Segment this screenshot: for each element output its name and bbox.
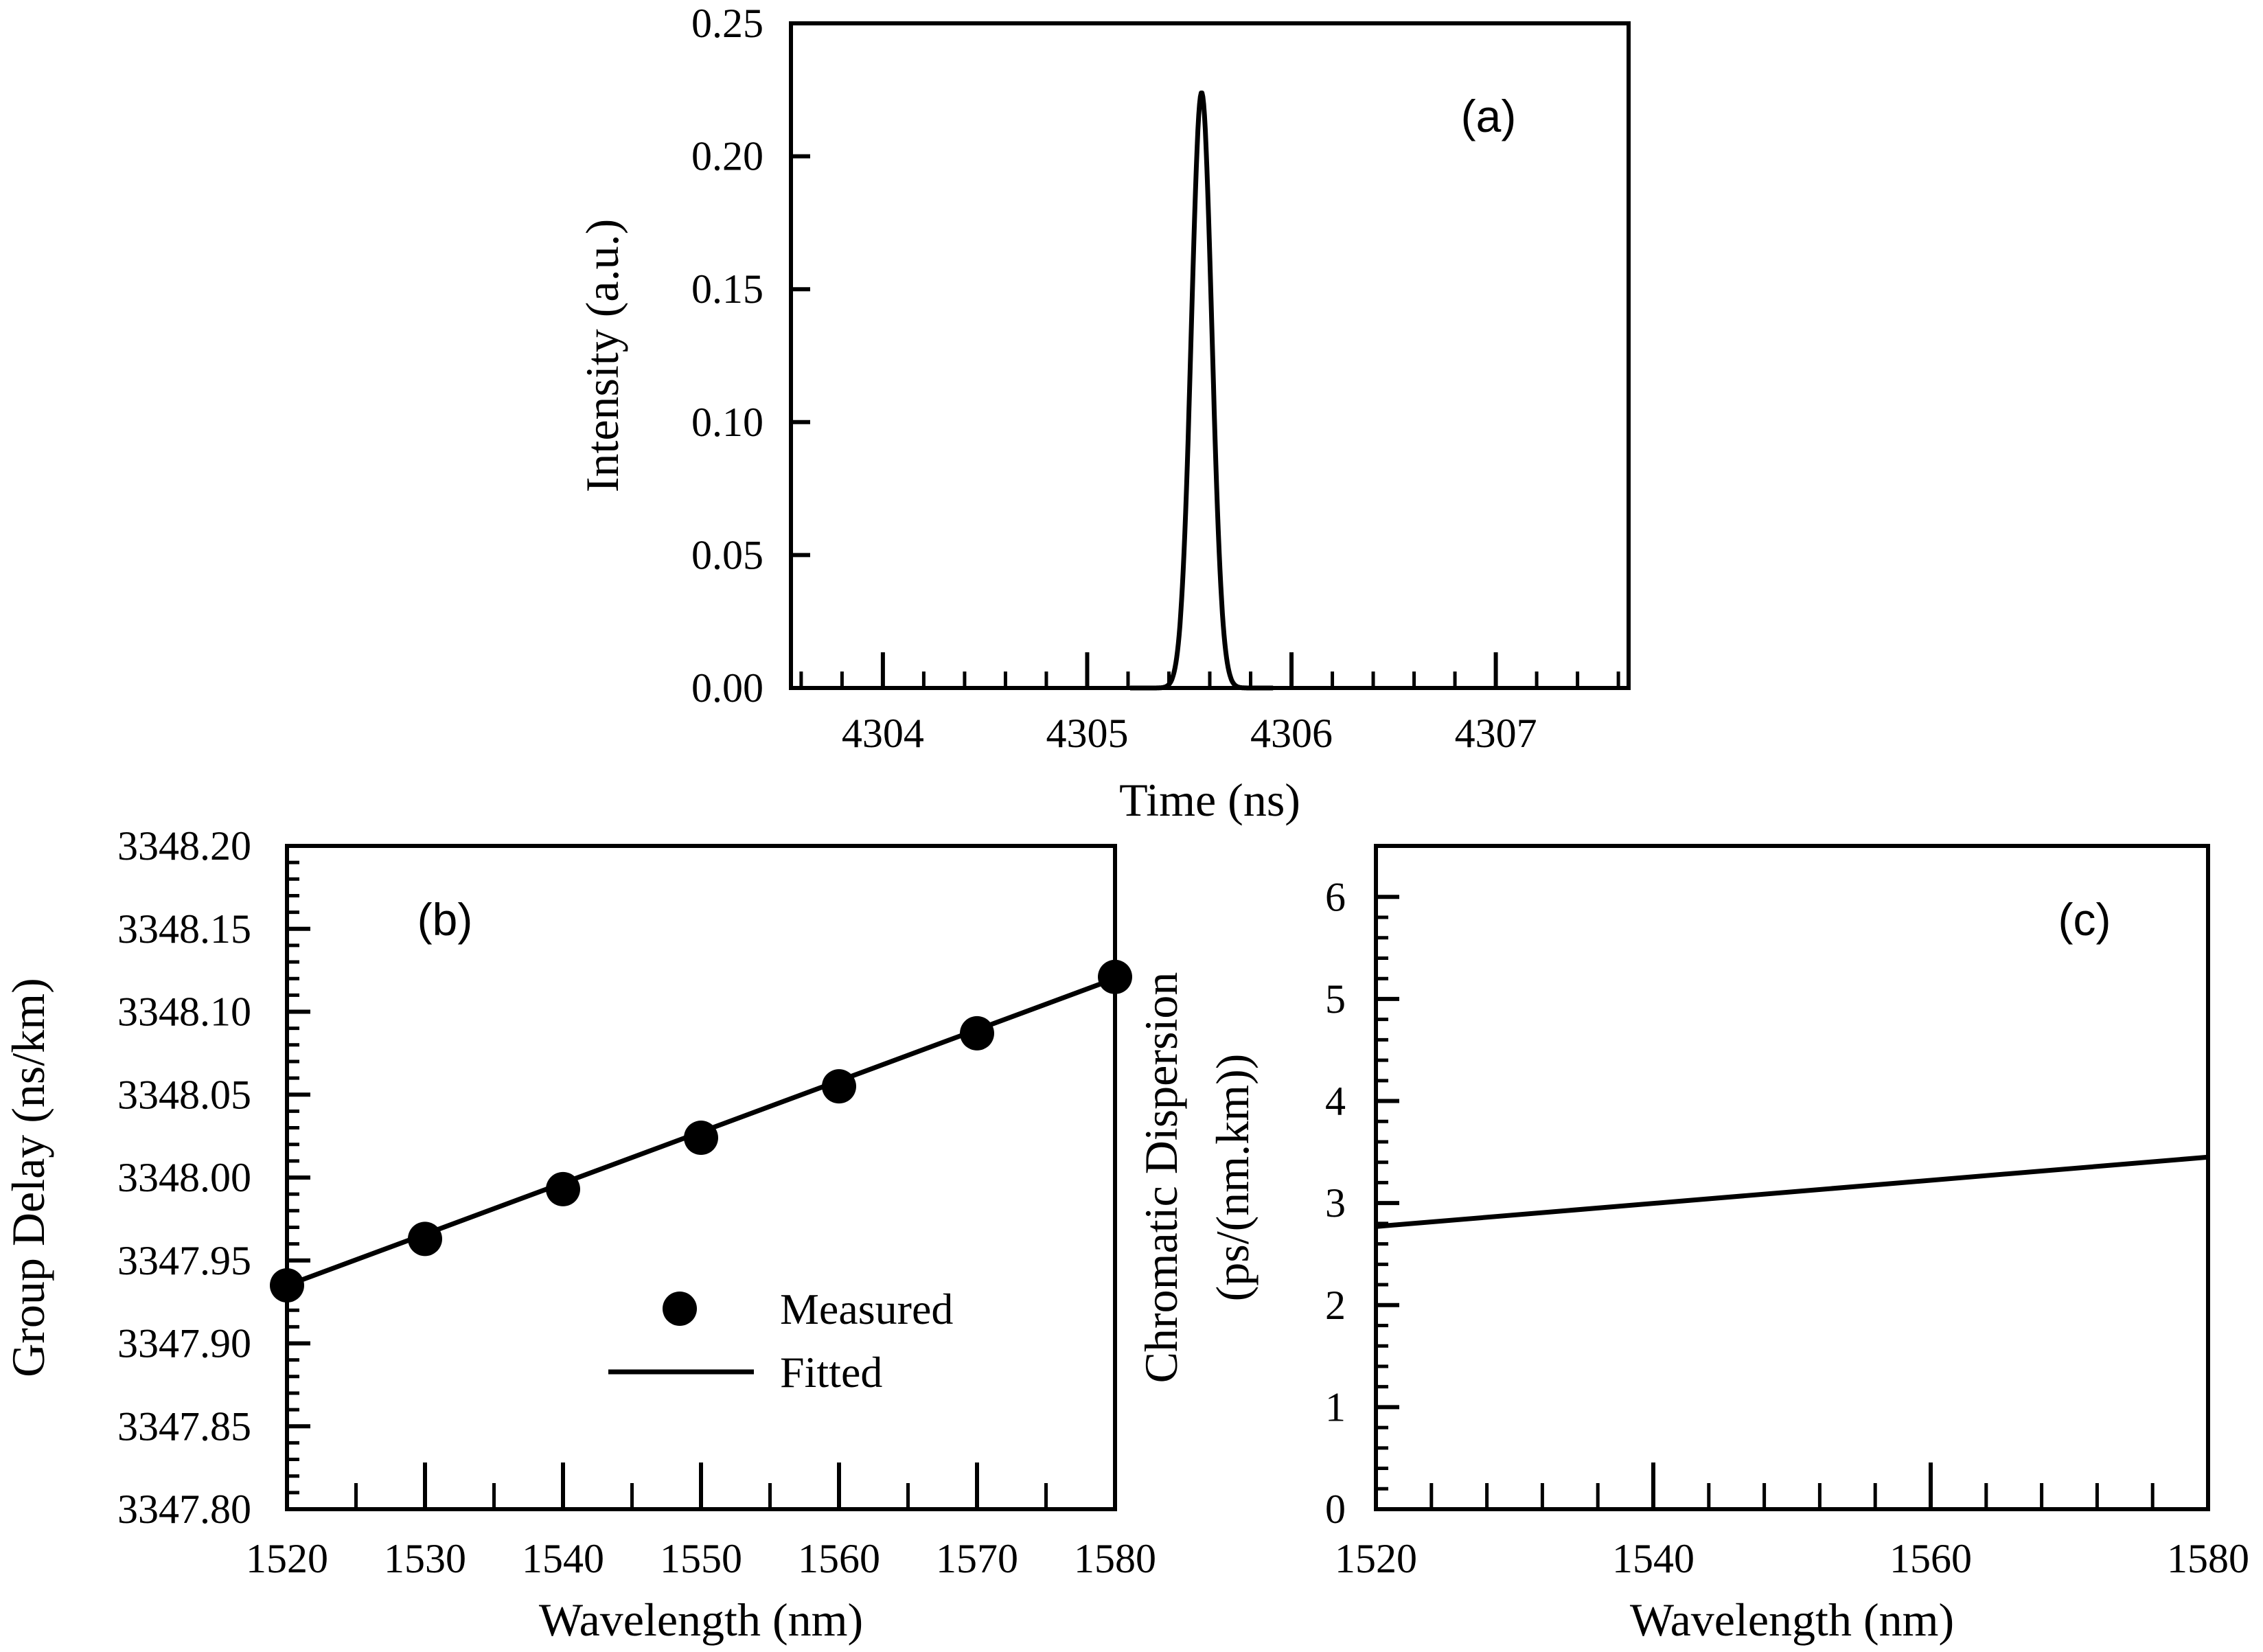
pulse-curve: [1128, 90, 1275, 691]
y-tick-label: 0.15: [691, 266, 763, 312]
panel-label: (a): [1461, 91, 1517, 141]
panel-label: (b): [417, 894, 473, 945]
panel-label: (c): [2058, 894, 2111, 945]
legend-label-fitted: Fitted: [780, 1348, 882, 1397]
y-tick-label: 0: [1325, 1487, 1346, 1532]
legend-label-measured: Measured: [780, 1285, 953, 1333]
y-axis-title-line-2: (ps/(nm.km)): [1206, 1054, 1259, 1302]
x-tick-label: 1560: [1889, 1536, 1972, 1581]
measured-point: [408, 1221, 442, 1257]
y-tick-label: 6: [1325, 874, 1346, 919]
measured-point: [960, 1016, 994, 1051]
y-tick-label: 3348.00: [117, 1155, 251, 1200]
x-tick-label: 1530: [384, 1536, 466, 1581]
x-tick-label: 1570: [936, 1536, 1018, 1581]
measured-point: [1098, 959, 1132, 994]
y-tick-label: 3: [1325, 1180, 1346, 1226]
legend: Measured Fitted: [608, 1285, 953, 1397]
panel-a-chart: 0.00 0.05 0.10 0.15 0.20 0.25 4304 4305 4306 4307…: [576, 1, 1631, 826]
y-axis-title: Group Delay (ns/km): [2, 978, 54, 1377]
y-tick-label: 0.20: [691, 134, 763, 179]
measured-point: [270, 1267, 304, 1303]
y-axis-title-line-1: Chromatic Dispersion: [1135, 972, 1187, 1384]
panel-b-chart: 3347.80 3347.85 3347.90 3347.95 3348.00 3348.…: [2, 823, 1156, 1646]
y-axis-title: Intensity (a.u.): [576, 219, 628, 492]
dispersion-line: [1375, 1154, 2209, 1229]
y-tick-label: 2: [1325, 1283, 1346, 1328]
x-tick-label: 1540: [1612, 1536, 1695, 1581]
y-tick-label: 0.05: [691, 532, 763, 577]
legend-marker-measured: [663, 1292, 697, 1326]
x-tick-label: 1550: [660, 1536, 742, 1581]
x-tick-label: 1560: [798, 1536, 880, 1581]
y-tick-label: 1: [1325, 1384, 1346, 1430]
x-tick-label: 1580: [2167, 1536, 2249, 1581]
x-axis-title: Wavelength (nm): [1630, 1594, 1954, 1646]
y-tick-label: 3347.90: [117, 1321, 251, 1366]
x-tick-label: 4304: [842, 711, 924, 756]
y-tick-label: 4: [1325, 1079, 1346, 1124]
panel-c-chart: 0 1 2 3 4 5 6 1520 1540 1560 1580 Wavelength (nm) Ch…: [1135, 844, 2249, 1646]
plot-frame: [285, 844, 1117, 1511]
y-tick-label: 3348.10: [117, 989, 251, 1035]
x-tick-label: 1540: [522, 1536, 604, 1581]
x-tick-label: 1520: [246, 1536, 328, 1581]
x-tick-label: 1580: [1074, 1536, 1156, 1581]
measured-point: [546, 1171, 580, 1206]
x-tick-label: 4305: [1046, 711, 1128, 756]
x-axis-title: Wavelength (nm): [539, 1594, 863, 1646]
x-tick-label: 4306: [1250, 711, 1333, 756]
y-tick-label: 0.25: [691, 1, 763, 46]
y-tick-label: 0.10: [691, 400, 763, 445]
measured-point: [822, 1069, 856, 1104]
y-tick-label: 3348.05: [117, 1072, 251, 1117]
x-tick-label: 4307: [1455, 711, 1537, 756]
measured-point: [684, 1121, 718, 1156]
y-tick-label: 0.00: [691, 665, 763, 711]
y-tick-label: 3347.95: [117, 1238, 251, 1283]
x-tick-label: 1520: [1335, 1536, 1417, 1581]
x-axis-title: Time (ns): [1119, 774, 1300, 826]
y-tick-label: 3347.80: [117, 1487, 251, 1532]
y-tick-label: 5: [1325, 976, 1346, 1022]
plot-frame: [1374, 844, 2210, 1511]
y-tick-label: 3347.85: [117, 1403, 251, 1449]
y-tick-label: 3348.15: [117, 906, 251, 952]
y-tick-label: 3348.20: [117, 823, 251, 869]
